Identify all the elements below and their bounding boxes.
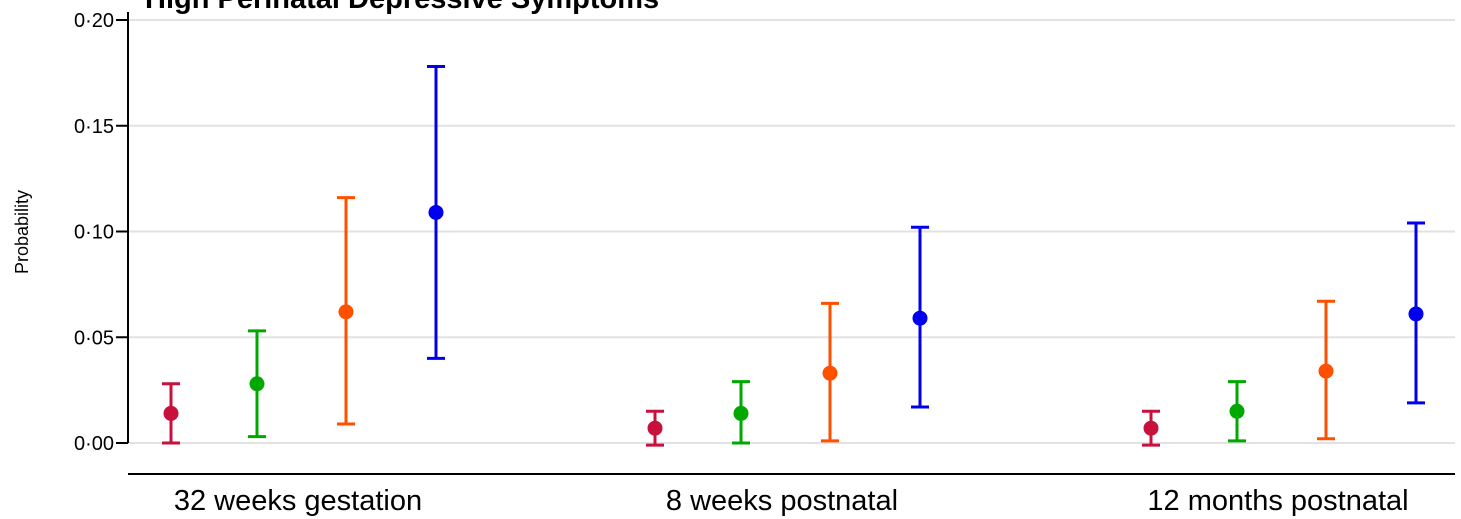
data-point [1408,306,1424,322]
x-category-label: 8 weeks postnatal [666,485,898,517]
x-category-label: 32 weeks gestation [174,485,422,517]
y-axis-label: Probability [12,190,32,274]
y-tick-label: 0·15 [74,116,114,138]
grid-lines [128,19,1455,444]
data-point [733,405,749,421]
data-point [163,405,179,421]
y-tick-label: 0·10 [74,222,114,244]
data-point [647,420,663,436]
data-point [912,310,928,326]
data-marks [162,65,1425,447]
chart-title: High Perinatal Depressive Symptoms [145,0,659,15]
x-category-label: 12 months postnatal [1147,485,1408,517]
x-axis: 32 weeks gestation 8 weeks postnatal 12 mo… [128,473,1455,517]
data-point [1229,403,1245,419]
y-tick-label: 0·20 [74,10,114,32]
data-point [1318,363,1334,379]
data-point [428,204,444,220]
data-point [822,365,838,381]
data-point [249,376,265,392]
y-tick-label: 0·00 [74,433,114,455]
y-tick-label: 0·05 [74,327,114,349]
y-axis: 0·00 0·05 0·10 0·15 0·20 [74,10,129,455]
data-point [1143,420,1159,436]
data-point [338,304,354,320]
